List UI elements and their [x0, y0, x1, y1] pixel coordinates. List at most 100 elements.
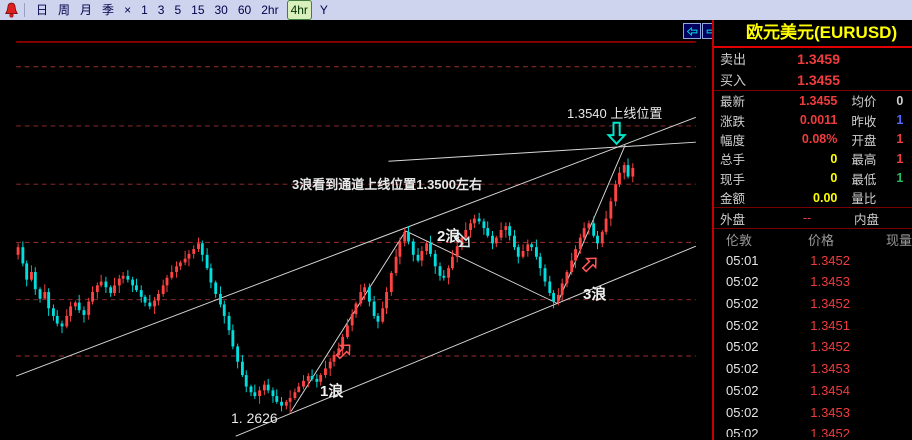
col-market: 伦敦	[726, 232, 753, 248]
outer-value: --	[802, 211, 812, 226]
tick-row: 05:02 1.3453	[714, 358, 912, 380]
tick-price: 1.3453	[810, 361, 850, 377]
tick-time: 05:02	[726, 339, 759, 355]
quote-value: 1.3459	[797, 50, 840, 67]
chart-annotation: 1. 2626	[231, 410, 278, 426]
tick-price: 1.3452	[810, 252, 850, 268]
separator	[714, 207, 912, 209]
quote-panel: 欧元美元(EURUSD) 卖出 1.3459 买入 1.3455 最新 1.3455 均价…	[712, 20, 912, 440]
toolbar-divider	[24, 3, 25, 17]
wave3-up-arrow-icon	[581, 257, 597, 273]
stat-value: 0.08%	[801, 132, 838, 147]
stat-value-2: 1	[896, 151, 904, 166]
toolbar-item-Y[interactable]: Y	[319, 3, 328, 17]
outer-label: 外盘	[720, 212, 746, 227]
toolbar-item-月[interactable]: 月	[80, 3, 93, 17]
tick-price: 1.3453	[810, 274, 850, 290]
inner-label: 内盘	[854, 212, 880, 227]
stat-value: 0	[830, 171, 838, 186]
stat-label: 涨跌	[720, 114, 746, 129]
quote-row-买入: 买入 1.3455	[714, 69, 912, 90]
toolbar-item-60[interactable]: 60	[237, 3, 252, 17]
stat-value: 1.3455	[799, 93, 838, 108]
stat-row-涨跌: 涨跌 0.0011 昨收 1	[714, 110, 912, 129]
chart-annotation: 3浪	[583, 286, 607, 303]
toolbar-item-15[interactable]: 15	[191, 3, 205, 17]
stat-value: 0	[830, 151, 838, 166]
tick-list[interactable]: 05:01 1.3452 05:02 1.3453 05:02 1.3452 05:02 1.…	[714, 249, 912, 438]
candlestick-chart[interactable]: 1.3540 上线位置 3浪看到通道上线位置1.3500左右 2浪 3浪 1浪 1. 26…	[0, 20, 720, 440]
toolbar-item-×[interactable]: ×	[124, 3, 132, 17]
stat-value-2: 1	[896, 113, 904, 128]
tick-row: 05:02 1.3453	[714, 401, 912, 423]
tick-list-header: 伦敦 价格 现量	[714, 229, 912, 249]
toolbar-item-3[interactable]: 3	[157, 3, 165, 17]
stat-value-2: 1	[896, 171, 904, 186]
col-volume: 现量	[885, 232, 912, 248]
col-price: 价格	[807, 232, 834, 248]
wave2-down-arrow-icon	[454, 232, 470, 248]
stat-value-2: 1	[896, 132, 904, 147]
toolbar-item-5[interactable]: 5	[174, 3, 182, 17]
toolbar: 日周月季 × 1 3 5 15 30 60 2hr 4hr Y	[0, 0, 912, 20]
tick-row: 05:02 1.3452	[714, 336, 912, 358]
stat-label-2: 最低	[851, 172, 877, 187]
outer-inner-row: 外盘 -- 内盘	[714, 208, 912, 228]
tick-time: 05:02	[726, 361, 759, 377]
stat-value: 0.0011	[799, 113, 838, 128]
stat-row-金额: 金额 0.00 量比	[714, 188, 912, 207]
stat-row-幅度: 幅度 0.08% 开盘 1	[714, 130, 912, 149]
tick-time: 05:02	[726, 274, 759, 290]
tick-row: 05:02 1.3453	[714, 271, 912, 293]
stat-row-总手: 总手 0 最高 1	[714, 149, 912, 168]
chart-annotation: 2浪	[437, 228, 461, 245]
tick-time: 05:01	[726, 252, 759, 268]
tick-row: 05:01 1.3452	[714, 249, 912, 271]
tick-price: 1.3453	[810, 404, 850, 420]
toolbar-item-4hr[interactable]: 4hr	[286, 0, 312, 20]
tick-price: 1.3454	[810, 382, 850, 398]
tick-time: 05:02	[726, 317, 759, 333]
quote-label: 买入	[720, 73, 747, 88]
toolbar-item-季[interactable]: 季	[102, 3, 115, 17]
chart-canvas[interactable]	[0, 20, 712, 440]
chart-annotation: 3浪看到通道上线位置1.3500左右	[292, 177, 482, 192]
chart-annotation: 1浪	[320, 383, 344, 400]
toolbar-item-日[interactable]: 日	[36, 3, 49, 17]
left-arrow-icon	[686, 26, 697, 36]
stat-value-2: 0	[896, 93, 904, 108]
stat-label: 金额	[720, 192, 746, 207]
stat-label-2: 开盘	[851, 133, 877, 148]
tick-time: 05:02	[726, 296, 759, 312]
tick-row: 05:02 1.3454	[714, 379, 912, 401]
stat-row-最新: 最新 1.3455 均价 0	[714, 91, 912, 110]
stat-label-2: 昨收	[851, 114, 877, 129]
quote-label: 卖出	[720, 52, 747, 67]
toolbar-item-周[interactable]: 周	[58, 3, 71, 17]
toolbar-item-2hr[interactable]: 2hr	[261, 3, 279, 17]
wave1-up-arrow-icon	[335, 344, 351, 360]
down-arrow-apex-icon	[606, 121, 627, 146]
stat-row-现手: 现手 0 最低 1	[714, 169, 912, 188]
tick-price: 1.3451	[810, 317, 850, 333]
tick-time: 05:02	[726, 404, 759, 420]
quote-value: 1.3455	[797, 71, 840, 88]
tick-row: 05:02 1.3451	[714, 314, 912, 336]
tick-price: 1.3452	[810, 339, 850, 355]
stat-label: 幅度	[720, 133, 746, 148]
tick-price: 1.3452	[810, 296, 850, 312]
scroll-left-button[interactable]	[683, 23, 701, 39]
alarm-bell-icon[interactable]	[4, 2, 19, 18]
stat-label-2: 最高	[851, 153, 877, 168]
tick-row: 05:02 1.3452	[714, 423, 912, 438]
quote-row-卖出: 卖出 1.3459	[714, 48, 912, 69]
toolbar-item-1[interactable]: 1	[141, 3, 148, 17]
chart-annotation: 1.3540 上线位置	[567, 106, 663, 121]
separator	[714, 228, 912, 230]
tick-time: 05:02	[726, 426, 759, 438]
separator	[714, 90, 912, 91]
toolbar-item-30[interactable]: 30	[214, 3, 228, 17]
tick-time: 05:02	[726, 382, 759, 398]
symbol-title: 欧元美元(EURUSD)	[714, 20, 912, 48]
tick-row: 05:02 1.3452	[714, 293, 912, 315]
